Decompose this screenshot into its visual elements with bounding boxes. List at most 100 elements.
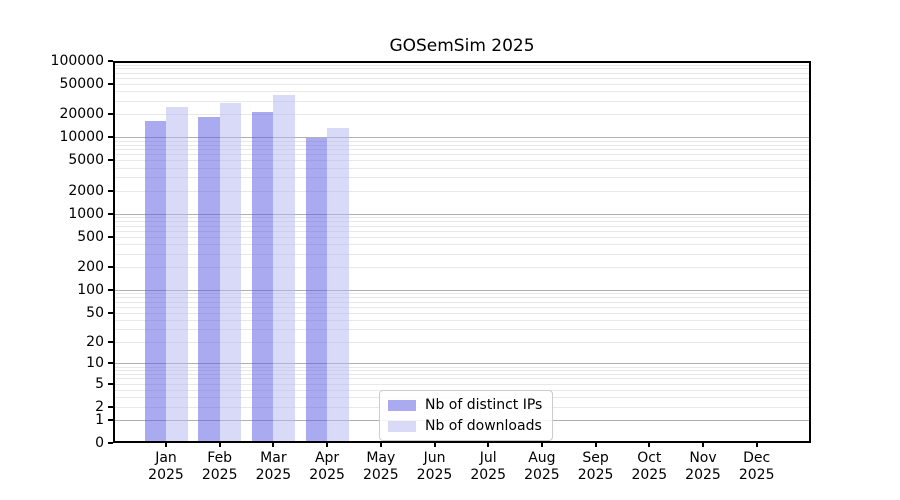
- x-tick-label: Feb 2025: [188, 450, 252, 484]
- minor-gridline: [113, 77, 811, 79]
- y-tick-mark: [108, 60, 113, 62]
- minor-gridline: [113, 144, 811, 146]
- x-tick-mark: [433, 443, 436, 447]
- x-tick-month: Oct: [637, 450, 662, 466]
- y-tick-mark: [108, 341, 113, 343]
- minor-gridline: [113, 329, 811, 331]
- minor-gridline: [113, 140, 811, 142]
- y-tick-mark: [108, 159, 113, 162]
- minor-gridline: [113, 301, 811, 303]
- bar-distinct-ips: [144, 120, 166, 443]
- minor-gridline: [113, 293, 811, 295]
- x-tick-year: 2025: [685, 467, 721, 483]
- y-tick-label: 2: [95, 398, 104, 415]
- x-tick-year: 2025: [577, 467, 614, 483]
- y-tick-mark: [108, 235, 113, 238]
- legend-item: Nb of distinct IPs: [388, 396, 542, 414]
- x-tick-mark: [487, 443, 490, 447]
- x-tick-year: 2025: [416, 467, 453, 483]
- y-tick-mark: [108, 136, 113, 139]
- x-tick-mark: [702, 443, 704, 447]
- minor-gridline: [113, 370, 811, 372]
- y-tick-label: 50: [86, 304, 104, 321]
- x-tick-year: 2025: [524, 467, 560, 483]
- y-tick-label: 200: [77, 259, 104, 275]
- x-tick-month: Feb: [207, 450, 233, 466]
- x-tick-label: Jun 2025: [403, 450, 467, 484]
- chart-title: GOSemSim 2025: [389, 36, 535, 56]
- legend-label: Nb of distinct IPs: [425, 397, 543, 413]
- bar-distinct-ips: [251, 111, 274, 443]
- minor-gridline: [113, 149, 811, 151]
- y-tick-mark: [108, 442, 113, 444]
- bar-downloads: [219, 102, 242, 443]
- y-tick-label: 500: [77, 228, 104, 245]
- minor-gridline: [113, 342, 811, 343]
- x-tick-label: Apr 2025: [295, 450, 359, 484]
- y-tick-label: 1: [95, 412, 104, 428]
- minor-gridline: [113, 267, 811, 268]
- y-tick-label: 20: [86, 334, 104, 350]
- minor-gridline: [113, 244, 811, 246]
- y-tick-mark: [108, 266, 113, 268]
- minor-gridline: [113, 319, 811, 321]
- y-tick-mark: [108, 189, 113, 192]
- major-gridline: [113, 137, 811, 139]
- x-tick-month: Sep: [582, 450, 609, 466]
- y-tick-label: 0: [95, 435, 104, 451]
- y-tick-label: 2000: [68, 182, 104, 199]
- x-tick-mark: [594, 443, 597, 447]
- y-tick-mark: [108, 382, 113, 385]
- x-tick-month: Apr: [314, 450, 340, 466]
- minor-gridline: [113, 72, 811, 74]
- x-tick-label: Sep 2025: [564, 450, 628, 484]
- minor-gridline: [113, 221, 811, 223]
- minor-gridline: [113, 312, 811, 314]
- y-tick-label: 20000: [59, 106, 104, 123]
- y-tick-mark: [108, 419, 113, 421]
- minor-gridline: [113, 84, 811, 85]
- legend: Nb of distinct IPs Nb of downloads: [379, 390, 554, 441]
- x-tick-label: Dec 2025: [725, 450, 789, 484]
- minor-gridline: [113, 91, 811, 93]
- x-tick-month: Jan: [155, 450, 177, 466]
- legend-label: Nb of downloads: [425, 418, 542, 434]
- x-tick-label: Aug 2025: [510, 450, 574, 484]
- x-tick-year: 2025: [255, 467, 292, 483]
- x-tick-year: 2025: [309, 467, 345, 483]
- y-tick-label: 5: [95, 375, 104, 392]
- y-tick-label: 10: [86, 355, 104, 372]
- minor-gridline: [113, 68, 811, 70]
- y-tick-label: 5000: [68, 152, 104, 169]
- x-tick-year: 2025: [631, 467, 668, 483]
- x-tick-year: 2025: [148, 467, 184, 483]
- x-tick-month: May: [366, 450, 396, 466]
- minor-gridline: [113, 225, 811, 227]
- plot-area: [113, 61, 811, 443]
- y-tick-label: 100000: [50, 53, 104, 69]
- y-tick-mark: [108, 362, 113, 365]
- minor-gridline: [113, 114, 811, 116]
- x-tick-mark: [755, 443, 758, 447]
- x-tick-label: Jan 2025: [134, 450, 198, 484]
- bar-downloads: [273, 95, 295, 443]
- minor-gridline: [113, 167, 811, 169]
- major-gridline: [113, 213, 811, 215]
- bar-distinct-ips: [198, 116, 220, 443]
- minor-gridline: [113, 160, 811, 162]
- x-tick-mark: [540, 443, 543, 447]
- minor-gridline: [113, 217, 811, 219]
- minor-gridline: [113, 374, 811, 375]
- minor-gridline: [113, 383, 811, 385]
- y-tick-mark: [108, 83, 113, 85]
- x-tick-mark: [218, 443, 221, 447]
- x-tick-label: Oct 2025: [617, 450, 681, 484]
- x-tick-year: 2025: [470, 467, 506, 483]
- y-tick-mark: [108, 405, 113, 408]
- minor-gridline: [113, 154, 811, 156]
- x-tick-year: 2025: [362, 467, 399, 483]
- x-tick-mark: [272, 443, 275, 447]
- x-tick-mark: [326, 443, 329, 447]
- x-tick-month: Dec: [743, 450, 771, 466]
